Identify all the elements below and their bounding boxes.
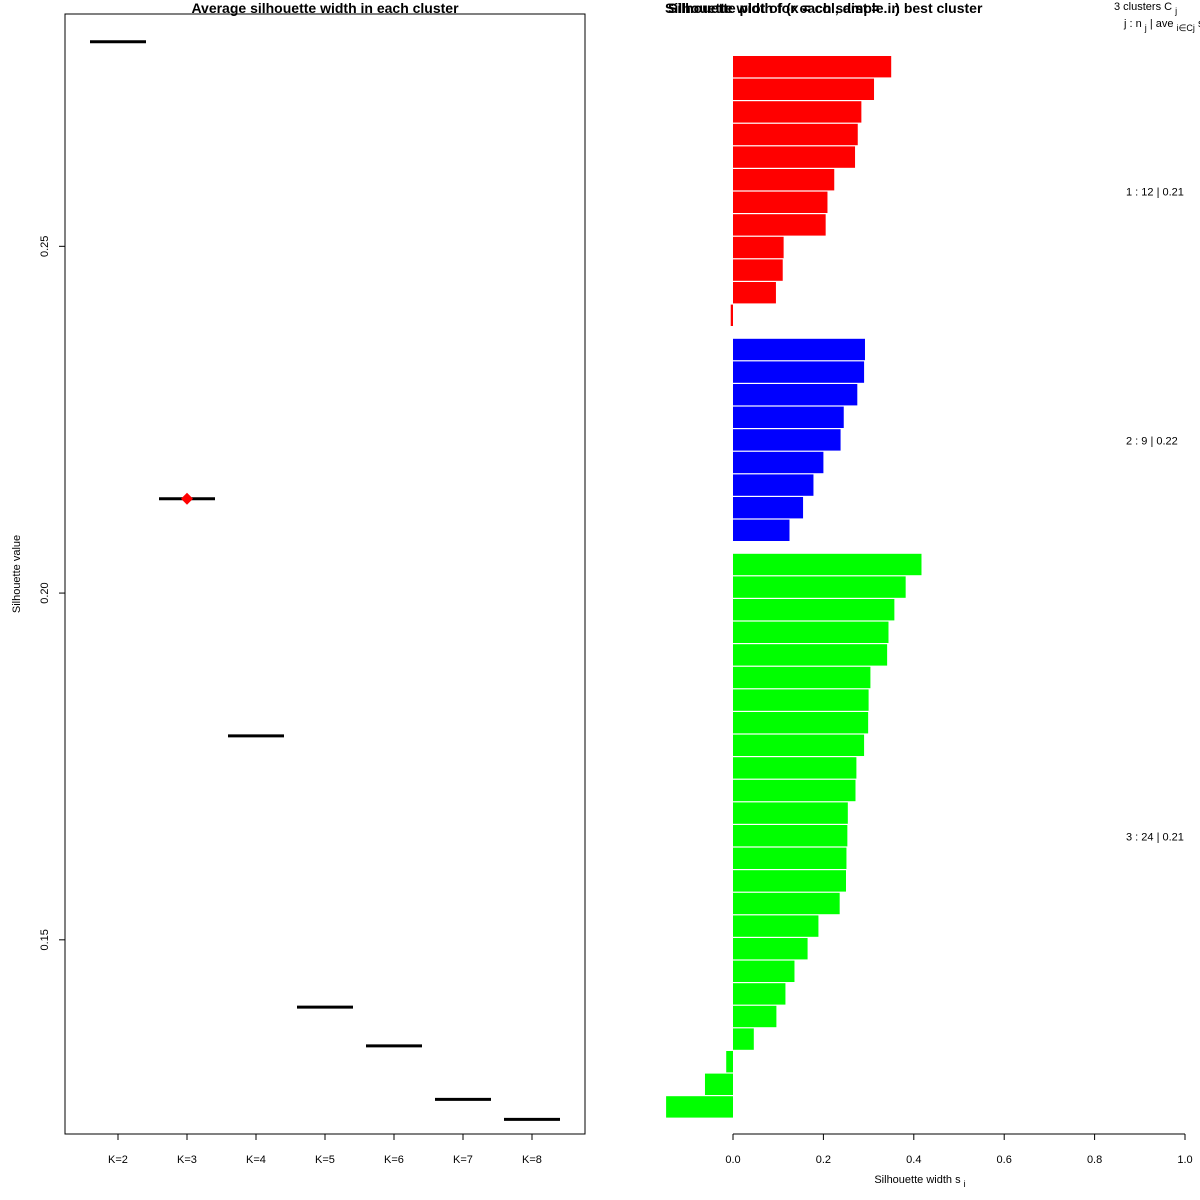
silhouette-bar-cluster-2 [733, 406, 844, 428]
silhouette-bar-cluster-1 [733, 282, 776, 304]
left-y-tick-label: 0.25 [39, 236, 51, 257]
silhouette-bar-cluster-1 [733, 56, 892, 78]
silhouette-bar-cluster-1 [733, 169, 835, 191]
left-x-tick-label: K=5 [315, 1154, 335, 1166]
silhouette-bar-cluster-1 [733, 101, 862, 123]
silhouette-bar-cluster-2 [733, 361, 865, 383]
silhouette-bar-cluster-3 [733, 712, 869, 734]
left-x-tick-label: K=2 [108, 1154, 128, 1166]
silhouette-bar-cluster-3 [733, 847, 847, 869]
left-x-tick-label: K=6 [384, 1154, 404, 1166]
left-x-tick-label: K=8 [522, 1154, 542, 1166]
silhouette-bar-cluster-3 [733, 892, 840, 915]
silhouette-bar-cluster-3 [733, 1005, 777, 1028]
legend-header-line2-sub: j [1144, 23, 1147, 33]
right-chart-title-underlay: Silhouette plot of (x = col, dist = ...) [668, 0, 900, 16]
left-x-tick-label: K=3 [177, 1154, 197, 1166]
silhouette-bar-cluster-3 [733, 666, 871, 689]
right-x-axis-label-text: Silhouette width [874, 1174, 952, 1186]
left-chart-title: Average silhouette width in each cluster [191, 0, 459, 16]
legend-header-line1-sub: j [1174, 6, 1177, 16]
cluster-1-summary: 1 : 12 | 0.21 [1126, 187, 1184, 199]
silhouette-bar-cluster-1 [733, 123, 858, 146]
right-x-tick-label: 0.8 [1087, 1154, 1102, 1166]
silhouette-bar-cluster-3 [733, 576, 906, 598]
silhouette-bar-cluster-3 [733, 757, 857, 779]
silhouette-bar-cluster-3 [733, 779, 856, 802]
left-y-axis-label: Silhouette value [11, 535, 23, 613]
silhouette-bar-cluster-2 [733, 429, 841, 451]
right-chart-title: Silhouette width for each sample in best… [665, 0, 983, 16]
silhouette-bar-cluster-3 [733, 915, 819, 937]
cluster-2-summary: 2 : 9 | 0.22 [1126, 436, 1178, 448]
right-x-tick-label: 0.6 [997, 1154, 1012, 1166]
silhouette-bar-cluster-3 [733, 938, 808, 960]
silhouette-bar-cluster-2 [733, 497, 804, 519]
silhouette-bar-cluster-1 [730, 304, 733, 326]
legend-header-line2-sub2: i∈Cj [1177, 23, 1195, 33]
right-x-axis-label-base: s [955, 1174, 961, 1186]
right-x-tick-label: 1.0 [1177, 1154, 1192, 1166]
silhouette-bar-cluster-3 [733, 599, 895, 621]
right-x-axis-label-sub: i [964, 1179, 966, 1189]
average-silhouette-panel: Average silhouette width in each cluster… [11, 0, 586, 1166]
silhouette-bar-cluster-3 [733, 1028, 754, 1050]
silhouette-bar-cluster-3 [733, 983, 786, 1005]
best-k-marker [181, 492, 193, 505]
legend-header-line2-mid: | ave [1150, 18, 1174, 30]
silhouette-bar-cluster-3 [733, 644, 888, 666]
left-plot-frame [64, 13, 586, 1135]
silhouette-bar-cluster-2 [733, 338, 865, 361]
silhouette-bar-cluster-3 [733, 870, 846, 892]
right-x-axis-label: Silhouette width s i [874, 1174, 965, 1189]
silhouette-bar-cluster-1 [733, 236, 784, 259]
silhouette-bar-cluster-3 [733, 734, 865, 756]
silhouette-bar-cluster-3 [733, 689, 869, 711]
silhouette-bar-cluster-2 [733, 519, 790, 541]
silhouette-bar-cluster-1 [733, 259, 783, 281]
silhouette-bar-cluster-3 [733, 553, 922, 576]
legend-header-line2-end: s [1198, 18, 1200, 30]
silhouette-bar-cluster-3 [733, 621, 889, 643]
silhouette-bar-cluster-3 [733, 960, 795, 982]
right-x-tick-label: 0.0 [725, 1154, 740, 1166]
sample-silhouette-panel: Silhouette plot of (x = col, dist = ...)… [665, 0, 1200, 1189]
left-y-tick-label: 0.15 [39, 929, 51, 950]
cluster-summary-labels: 1 : 12 | 0.21 2 : 9 | 0.22 3 : 24 | 0.21 [1126, 187, 1184, 844]
left-x-tick-label: K=4 [246, 1154, 266, 1166]
silhouette-bar-cluster-1 [733, 191, 828, 213]
right-x-tick-label: 0.2 [816, 1154, 831, 1166]
silhouette-bar-cluster-3 [726, 1051, 733, 1073]
left-x-axis: K=2 K=3 K=4 K=5 K=6 K=7 K=8 [108, 1134, 542, 1166]
silhouette-bars [666, 56, 922, 1118]
silhouette-bar-cluster-3 [704, 1073, 733, 1095]
silhouette-bar-cluster-3 [733, 802, 848, 824]
left-x-tick-label: K=7 [453, 1154, 473, 1166]
silhouette-bar-cluster-2 [733, 451, 824, 474]
right-x-axis: 0.0 0.2 0.4 0.6 0.8 1.0 [725, 1133, 1193, 1166]
silhouette-bar-cluster-1 [733, 78, 875, 100]
cluster-legend-header: 3 clusters C j j : n j | ave i∈Cj s [1114, 1, 1200, 34]
silhouette-bar-cluster-2 [733, 384, 858, 406]
silhouette-bar-cluster-1 [733, 146, 856, 168]
silhouette-bar-cluster-3 [666, 1096, 733, 1118]
silhouette-bar-cluster-1 [733, 214, 826, 236]
left-data-marks [90, 40, 560, 1121]
legend-header-line1-text: 3 clusters C [1114, 1, 1172, 13]
left-y-axis: 0.15 0.20 0.25 [39, 236, 65, 951]
legend-header-line2-text: j : n [1123, 18, 1142, 30]
silhouette-bar-cluster-3 [733, 825, 848, 847]
silhouette-bar-cluster-2 [733, 474, 814, 496]
right-x-tick-label: 0.4 [906, 1154, 921, 1166]
left-y-tick-label: 0.20 [39, 582, 51, 603]
legend-header-line1: 3 clusters C j [1114, 1, 1177, 16]
legend-header-line2: j : n j | ave i∈Cj s [1123, 18, 1200, 34]
cluster-3-summary: 3 : 24 | 0.21 [1126, 831, 1184, 843]
